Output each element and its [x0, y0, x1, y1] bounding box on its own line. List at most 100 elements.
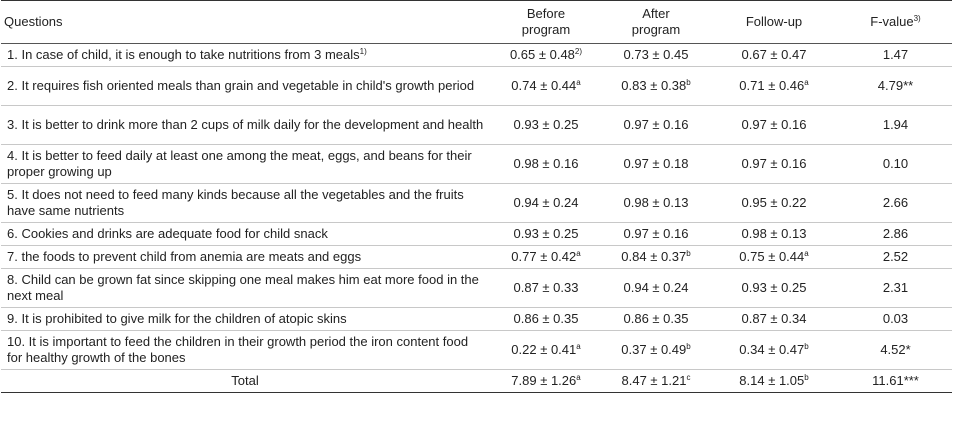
before-cell: 0.22 ± 0.41a	[489, 330, 603, 370]
followup-cell: 0.87 ± 0.34	[709, 307, 839, 331]
fvalue-cell: 0.10	[839, 144, 952, 184]
header-fvalue-label: F-value	[870, 14, 914, 29]
table-row: 4. It is better to feed daily at least o…	[1, 144, 952, 184]
followup-cell-text: 0.93 ± 0.25	[741, 280, 807, 295]
fvalue-cell-text: 1.47	[882, 47, 909, 62]
followup-cell-text: 0.98 ± 0.13	[741, 226, 807, 241]
question-cell-text: 6. Cookies and drinks are adequate food …	[7, 226, 328, 241]
after-cell: 0.94 ± 0.24	[603, 268, 709, 308]
followup-cell: 0.34 ± 0.47b	[709, 330, 839, 370]
total-fvalue: 11.61***	[839, 369, 952, 393]
table-row: 6. Cookies and drinks are adequate food …	[1, 222, 952, 246]
after-cell-text: 0.94 ± 0.24	[623, 280, 689, 295]
total-fvalue-text: 11.61***	[872, 373, 919, 388]
fvalue-cell-text: 2.66	[882, 195, 909, 210]
header-before: Before program	[489, 0, 603, 44]
after-cell: 0.83 ± 0.38b	[603, 66, 709, 106]
followup-cell-footnote: b	[804, 342, 809, 351]
before-cell-footnote: a	[576, 249, 581, 258]
before-cell-text: 0.98 ± 0.16	[513, 156, 579, 171]
header-before-label: Before program	[521, 6, 571, 37]
followup-cell-text: 0.97 ± 0.16	[741, 156, 807, 171]
fvalue-cell-text: 4.79**	[877, 78, 914, 93]
fvalue-cell: 2.52	[839, 245, 952, 269]
total-label: Total	[1, 369, 489, 393]
fvalue-cell: 1.94	[839, 105, 952, 145]
before-cell: 0.93 ± 0.25	[489, 105, 603, 145]
followup-cell: 0.67 ± 0.47	[709, 43, 839, 67]
followup-cell: 0.98 ± 0.13	[709, 222, 839, 246]
question-cell: 1. In case of child, it is enough to tak…	[1, 43, 489, 67]
followup-cell: 0.95 ± 0.22	[709, 183, 839, 223]
question-cell: 7. the foods to prevent child from anemi…	[1, 245, 489, 269]
before-cell-text: 0.93 ± 0.25	[513, 117, 579, 132]
fvalue-cell-text: 2.52	[882, 249, 909, 264]
question-cell-text: 2. It requires fish oriented meals than …	[7, 78, 475, 93]
after-cell-text: 0.98 ± 0.13	[623, 195, 689, 210]
fvalue-cell: 4.52*	[839, 330, 952, 370]
before-cell: 0.87 ± 0.33	[489, 268, 603, 308]
after-cell-text: 0.73 ± 0.45	[623, 47, 689, 62]
followup-cell: 0.75 ± 0.44a	[709, 245, 839, 269]
question-cell-text: 5. It does not need to feed many kinds b…	[7, 187, 464, 218]
followup-cell: 0.97 ± 0.16	[709, 144, 839, 184]
before-cell-footnote: 2)	[574, 47, 583, 56]
after-cell: 0.73 ± 0.45	[603, 43, 709, 67]
question-cell: 10. It is important to feed the children…	[1, 330, 489, 370]
total-followup: 8.14 ± 1.05b	[709, 369, 839, 393]
fvalue-cell-text: 0.10	[882, 156, 909, 171]
fvalue-cell-text: 2.31	[882, 280, 909, 295]
total-row: Total 7.89 ± 1.26a 8.47 ± 1.21c 8.14 ± 1.05…	[1, 369, 952, 393]
before-cell: 0.93 ± 0.25	[489, 222, 603, 246]
after-cell: 0.97 ± 0.16	[603, 105, 709, 145]
after-cell: 0.97 ± 0.18	[603, 144, 709, 184]
after-cell: 0.97 ± 0.16	[603, 222, 709, 246]
before-cell-text: 0.87 ± 0.33	[513, 280, 579, 295]
before-cell-text: 0.77 ± 0.42	[511, 249, 577, 264]
before-cell-text: 0.74 ± 0.44	[511, 78, 577, 93]
question-cell: 6. Cookies and drinks are adequate food …	[1, 222, 489, 246]
followup-cell-text: 0.97 ± 0.16	[741, 117, 807, 132]
followup-cell-text: 0.34 ± 0.47	[739, 342, 805, 357]
followup-cell-text: 0.95 ± 0.22	[741, 195, 807, 210]
before-cell-footnote: a	[576, 342, 581, 351]
before-cell-text: 0.22 ± 0.41	[511, 342, 577, 357]
before-cell: 0.65 ± 0.482)	[489, 43, 603, 67]
question-cell-text: 8. Child can be grown fat since skipping…	[7, 272, 479, 303]
fvalue-cell-text: 2.86	[882, 226, 909, 241]
table-body: 1. In case of child, it is enough to tak…	[1, 43, 952, 393]
after-cell: 0.37 ± 0.49b	[603, 330, 709, 370]
before-cell-text: 0.65 ± 0.48	[509, 47, 575, 62]
question-cell-text: 10. It is important to feed the children…	[7, 334, 469, 365]
fvalue-cell-text: 1.94	[882, 117, 909, 132]
total-after-text: 8.47 ± 1.21	[621, 373, 687, 388]
table-row: 2. It requires fish oriented meals than …	[1, 66, 952, 106]
results-table: Questions Before program After program F…	[1, 0, 952, 393]
before-cell: 0.94 ± 0.24	[489, 183, 603, 223]
fvalue-cell: 0.03	[839, 307, 952, 331]
total-before: 7.89 ± 1.26a	[489, 369, 603, 393]
after-cell: 0.84 ± 0.37b	[603, 245, 709, 269]
before-cell-text: 0.86 ± 0.35	[513, 311, 579, 326]
followup-cell-text: 0.87 ± 0.34	[741, 311, 807, 326]
after-cell: 0.98 ± 0.13	[603, 183, 709, 223]
after-cell-footnote: b	[686, 342, 691, 351]
after-cell-text: 0.84 ± 0.37	[621, 249, 687, 264]
before-cell-text: 0.94 ± 0.24	[513, 195, 579, 210]
question-cell: 8. Child can be grown fat since skipping…	[1, 268, 489, 308]
after-cell-text: 0.97 ± 0.16	[623, 117, 689, 132]
after-cell-text: 0.97 ± 0.16	[623, 226, 689, 241]
question-cell-text: 7. the foods to prevent child from anemi…	[7, 249, 362, 264]
fvalue-cell: 1.47	[839, 43, 952, 67]
followup-cell-footnote: a	[804, 78, 809, 87]
after-cell-text: 0.37 ± 0.49	[621, 342, 687, 357]
fvalue-cell: 2.86	[839, 222, 952, 246]
total-label-text: Total	[231, 373, 259, 388]
before-cell: 0.74 ± 0.44a	[489, 66, 603, 106]
fvalue-cell: 2.66	[839, 183, 952, 223]
table-row: 3. It is better to drink more than 2 cup…	[1, 105, 952, 145]
header-fvalue: F-value3)	[839, 0, 952, 44]
total-before-text: 7.89 ± 1.26	[511, 373, 577, 388]
fvalue-cell: 2.31	[839, 268, 952, 308]
